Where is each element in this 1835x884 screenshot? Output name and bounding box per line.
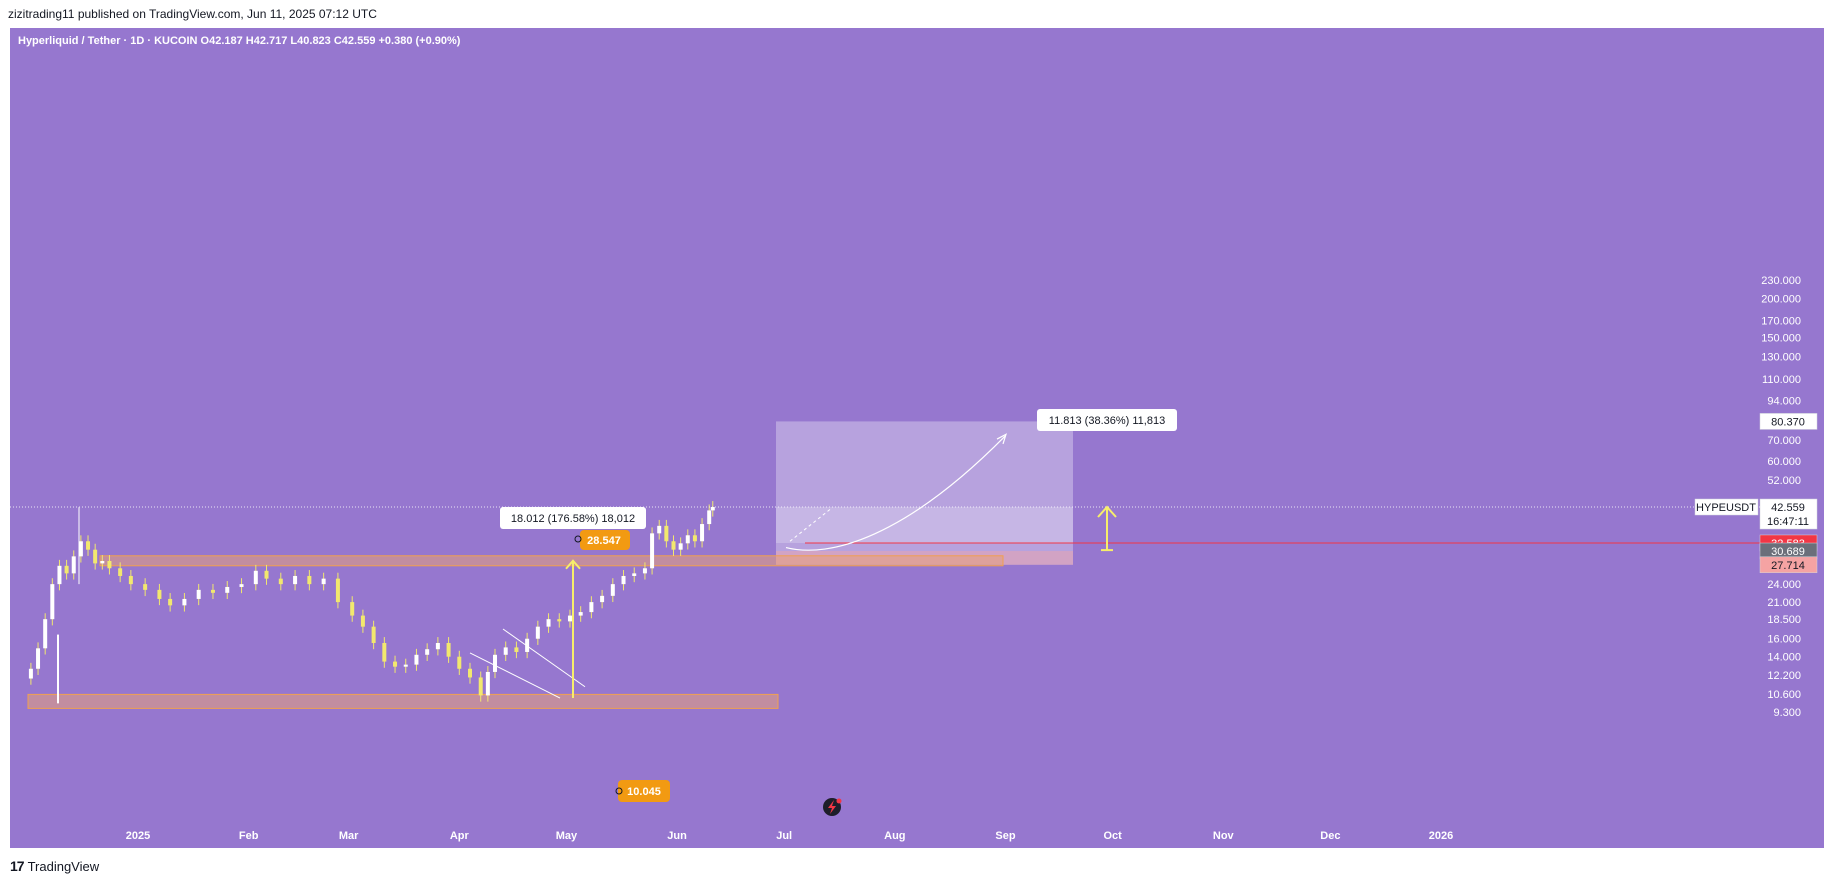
brand-name: TradingView: [27, 858, 100, 874]
symbol-ohlc-bar: Hyperliquid / Tether · 1D · KUCOIN O42.1…: [18, 35, 461, 47]
tradingview-logo-icon: 17: [10, 858, 25, 874]
tradingview-footer[interactable]: 17 TradingView: [10, 858, 99, 874]
chart-area[interactable]: [10, 28, 1824, 848]
publisher-header: zizitrading11 published on TradingView.c…: [8, 7, 377, 21]
